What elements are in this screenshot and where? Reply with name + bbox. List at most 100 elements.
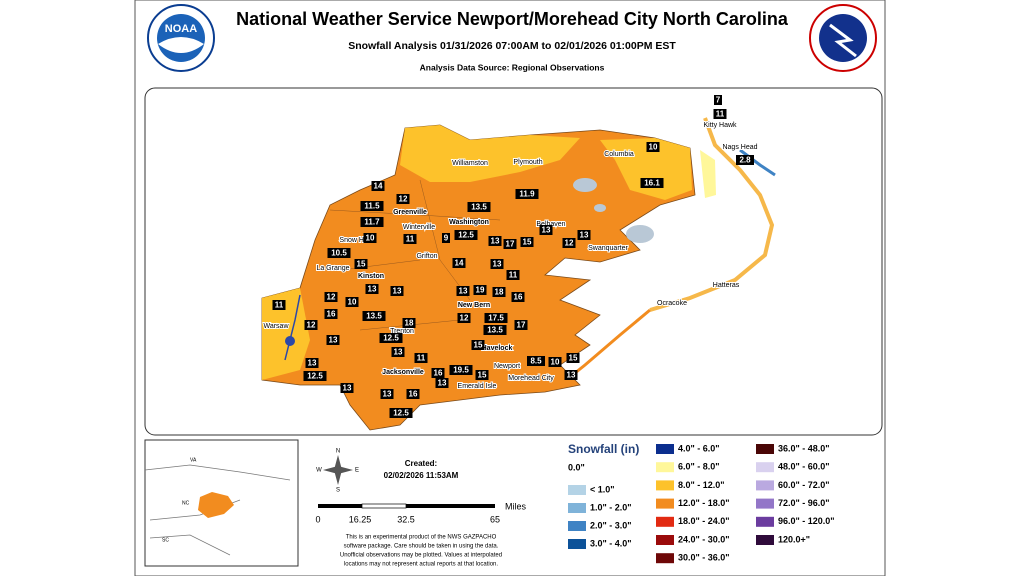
legend-label: 36.0" - 48.0" — [778, 443, 830, 453]
obs-box — [354, 259, 368, 269]
city-label: Snow Hill — [339, 237, 369, 244]
disclaimer-line: Unofficial observations may be plotted. … — [340, 553, 502, 559]
outer-banks — [649, 117, 775, 312]
obs-value: 18 — [495, 288, 504, 297]
obs-box — [304, 320, 318, 330]
obs-box — [514, 320, 528, 330]
obs-box — [305, 358, 319, 368]
obs-value: 13 — [368, 285, 377, 294]
city-label: Hatteras — [713, 282, 740, 289]
legend-swatch — [656, 553, 674, 564]
obs-value: 12 — [565, 239, 574, 248]
compass-label: S — [336, 488, 340, 494]
obs-value: 11.7 — [364, 218, 380, 227]
obs-box — [396, 194, 410, 204]
obs-box — [456, 286, 470, 296]
obs-value: 12 — [399, 195, 408, 204]
compass-label: E — [355, 468, 359, 474]
legend-swatch — [756, 444, 774, 454]
obs-value: 11 — [275, 301, 284, 310]
legend-label: 96.0" - 120.0" — [778, 516, 835, 526]
obs-value: 10 — [649, 143, 658, 152]
obs-value: 19.5 — [453, 366, 469, 375]
obs-box — [471, 340, 485, 350]
obs-box — [389, 408, 413, 418]
obs-box — [473, 285, 487, 295]
obs-value: 13 — [383, 390, 392, 399]
city-label: Kinston — [358, 273, 384, 280]
obs-box — [539, 225, 553, 235]
obs-value: 19 — [476, 286, 485, 295]
obs-value: 16 — [327, 310, 336, 319]
obs-box — [431, 368, 445, 378]
obs-box — [646, 142, 660, 152]
legend-label: 8.0" - 12.0" — [678, 480, 725, 490]
city-label: Swanquarter — [588, 245, 628, 252]
legend-swatch — [656, 498, 674, 509]
city-label: Morehead City — [508, 375, 554, 382]
city-label: Greenville — [393, 209, 427, 216]
legend-swatch — [656, 462, 674, 473]
obs-box — [566, 353, 580, 363]
legend-swatch — [568, 503, 586, 513]
legend-swatch — [756, 480, 774, 491]
obs-box — [391, 347, 405, 357]
legend-label: 6.0" - 8.0" — [678, 462, 720, 472]
legend-label: 1.0" - 2.0" — [590, 502, 632, 512]
obs-box — [713, 109, 727, 119]
obs-value: 12.5 — [393, 409, 409, 418]
obs-value: 12 — [307, 321, 316, 330]
legend-swatch — [756, 516, 774, 527]
obs-box — [503, 239, 517, 249]
obs-box — [515, 189, 539, 199]
obs-value: 15 — [474, 341, 483, 350]
obs-value: 15 — [569, 354, 578, 363]
obs-box — [272, 300, 286, 310]
obs-value: 13.5 — [366, 312, 382, 321]
obs-value: 13.5 — [487, 326, 503, 335]
obs-value: 13 — [394, 348, 403, 357]
obs-box — [736, 155, 754, 165]
inset-label: NC — [182, 500, 190, 506]
obs-value: 13 — [542, 226, 551, 235]
obs-value: 17 — [506, 240, 515, 249]
obs-box — [390, 286, 404, 296]
scale-label: 0 — [315, 514, 320, 524]
obs-box — [475, 370, 489, 380]
legend-swatch — [756, 462, 774, 473]
obs-box — [340, 383, 354, 393]
obs-value: 16 — [409, 390, 418, 399]
legend-swatch — [656, 535, 674, 545]
city-label: Nags Head — [722, 144, 757, 151]
obs-value: 11 — [417, 354, 426, 363]
created-time: 02/02/2026 11:53AM — [384, 471, 459, 480]
obs-value: 7 — [716, 96, 721, 105]
obs-box — [414, 353, 428, 363]
scale-segment — [406, 504, 495, 508]
obs-value: 2.8 — [739, 156, 751, 165]
obs-value: 17 — [517, 321, 526, 330]
interstate-shield — [285, 336, 295, 346]
obs-value: 8.5 — [530, 357, 542, 366]
obs-box — [365, 284, 379, 294]
legend-label: 0.0" — [568, 462, 585, 472]
obs-box — [564, 370, 578, 380]
obs-box — [467, 202, 491, 212]
legend-label: 3.0" - 4.0" — [590, 538, 632, 548]
legend-label: 12.0" - 18.0" — [678, 498, 730, 508]
lake — [573, 178, 597, 192]
obs-value: 17.5 — [488, 314, 504, 323]
legend-swatch — [656, 516, 674, 527]
obs-box — [362, 311, 386, 321]
city-label: Belhaven — [536, 221, 565, 228]
compass-label: N — [336, 449, 340, 455]
city-label: Grifton — [416, 253, 437, 260]
legend-swatch — [656, 444, 674, 454]
obs-box — [324, 292, 338, 302]
obs-value: 13 — [329, 336, 338, 345]
disclaimer-line: software package. Care should be taken i… — [344, 544, 499, 550]
county-lines — [329, 179, 501, 331]
obs-box — [327, 248, 351, 258]
